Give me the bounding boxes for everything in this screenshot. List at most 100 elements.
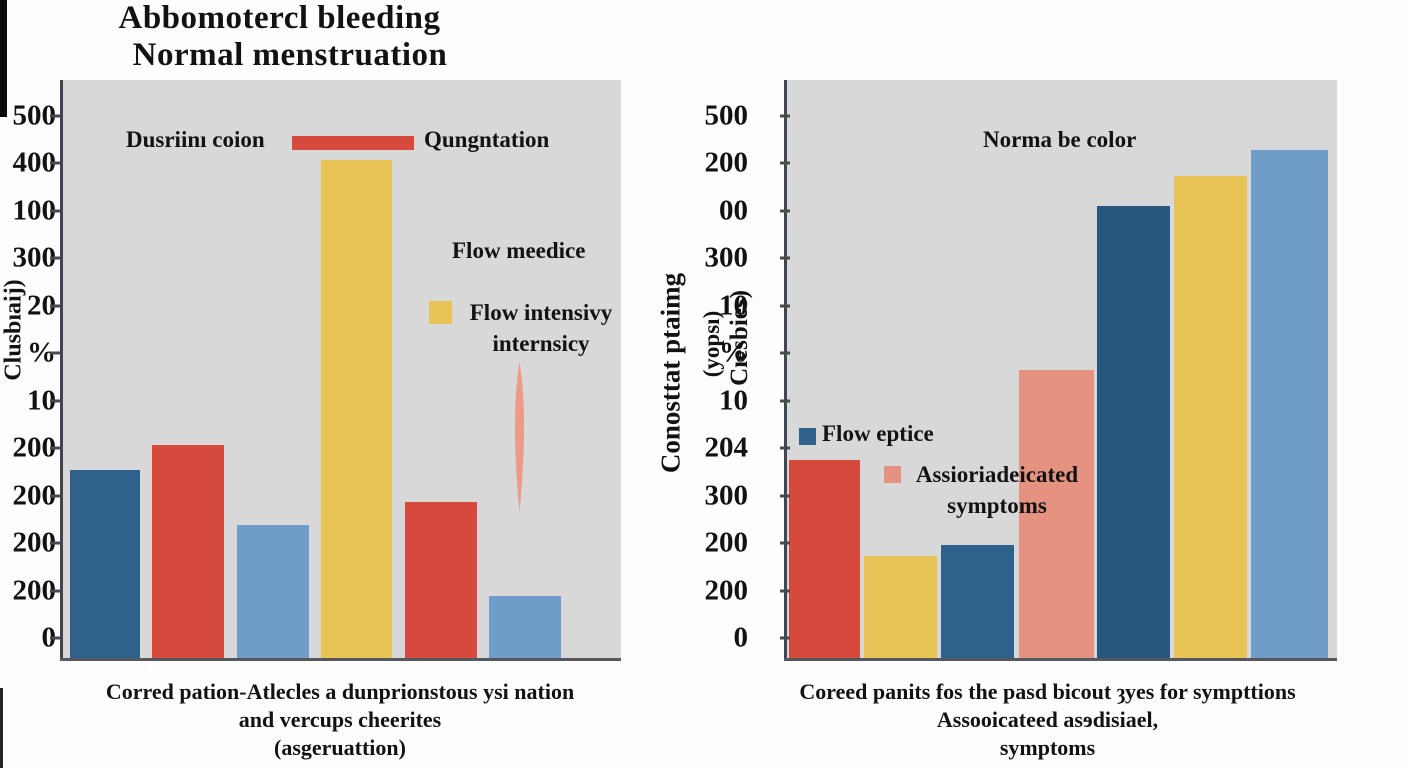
y-tick-mark: [50, 494, 60, 498]
right-plot-area: [787, 80, 1337, 658]
right-legend-assoc-label: Assioriadeicated symptoms: [902, 459, 1092, 521]
left-plot-area: [63, 80, 621, 658]
left-legend-duration-series: Qungntation: [424, 127, 550, 152]
y-tick-label: 0: [41, 621, 57, 654]
y-tick-mark: [780, 541, 790, 545]
left-legend-red-swatch: [292, 136, 414, 150]
y-tick-label: 400: [12, 146, 57, 179]
y-tick-label: 200: [12, 526, 57, 559]
y-tick-mark: [780, 256, 790, 260]
right-annotation: Norma be color: [983, 127, 1137, 152]
y-tick-mark: [780, 589, 790, 592]
y-tick-mark: [50, 399, 60, 403]
left-caption-line2: and vercups cheerites: [238, 707, 442, 732]
bar-yellow: [321, 160, 392, 658]
right-caption-line2: Assooicateed asɘdisiael,: [936, 707, 1159, 732]
right-legend-salmon-swatch: [884, 466, 901, 483]
right-y-axis-label-mid: (yopsı): [699, 310, 724, 378]
y-tick-mark: [50, 636, 60, 640]
salmon-teardrop-shape: [514, 362, 525, 512]
y-tick-mark: [780, 636, 790, 640]
right-legend-assoc-line2: symptoms: [947, 493, 1047, 518]
left-caption-line3: (asgeruattion): [274, 735, 406, 760]
edge-artifact-top: [0, 0, 7, 117]
y-tick-label: 300: [704, 479, 749, 512]
y-tick-mark: [780, 494, 790, 498]
bar-salmon: [1019, 370, 1094, 658]
left-chart-caption: Corred pation-Atlecles a dunprionstous y…: [40, 678, 640, 762]
y-tick-mark: [780, 114, 790, 118]
y-tick-mark: [50, 114, 60, 118]
y-tick-label: 200: [12, 431, 57, 464]
left-legend-flow-line1: Flow intensivy: [469, 300, 613, 325]
y-tick-label: 500: [704, 99, 749, 132]
right-chart-title: Normal menstruation: [132, 37, 448, 73]
right-x-axis-baseline: [784, 658, 1337, 661]
y-tick-mark: [780, 304, 790, 308]
edge-artifact-bottom: [0, 688, 3, 768]
right-y-axis-label-inner: Cıesbies): [726, 290, 753, 386]
left-legend-flow-heading: Flow meedice: [452, 238, 586, 263]
y-tick-mark: [50, 209, 60, 213]
left-legend-duration-label: Dusriinı coion: [126, 127, 265, 152]
bar-steel-blue: [237, 525, 309, 658]
y-tick-label: 300: [12, 241, 57, 274]
y-tick-label: 500: [12, 99, 57, 132]
y-tick-label: 100: [12, 194, 57, 227]
y-tick-label: 200: [704, 574, 749, 606]
y-tick-label: 10: [719, 289, 748, 322]
right-y-axis-ticks: 500 200 00 300 10% 10 204 300 200 200 0: [692, 80, 790, 658]
y-tick-label: 0: [733, 621, 749, 654]
left-legend-flow-line2: internsicy: [492, 331, 590, 356]
y-tick-label: 200: [704, 146, 749, 179]
left-legend-flow-label: Flow intensivy internsicy: [456, 297, 626, 359]
y-tick-mark: [50, 256, 60, 260]
y-tick-label: 200: [12, 574, 57, 606]
right-caption-line1: Coreed panits fos the pasd bicout ȝyes f…: [799, 679, 1296, 704]
y-tick-label: 200: [12, 479, 57, 512]
y-tick-mark: [50, 541, 60, 545]
left-chart-title: Abbomotercl bleeding: [118, 0, 441, 36]
y-tick-label: 300: [704, 241, 749, 274]
bar-yellow: [864, 556, 937, 658]
bar-yellow: [1174, 176, 1247, 658]
right-chart-caption: Coreed panits fos the pasd bicout ȝyes f…: [745, 678, 1350, 762]
y-tick-label: 00: [719, 194, 748, 227]
y-tick-mark: [50, 351, 60, 355]
y-tick-mark: [780, 351, 790, 355]
right-y-axis-spine: [784, 80, 787, 661]
bar-red: [789, 460, 860, 658]
right-caption-line3: symptoms: [999, 735, 1096, 760]
y-tick-mark: [780, 161, 790, 165]
bar-navy-blue: [1097, 206, 1170, 658]
y-tick-mark: [50, 589, 60, 592]
left-caption-line1: Corred pation-Atlecles a dunprionstous y…: [105, 679, 575, 704]
y-tick-mark: [50, 304, 60, 308]
left-y-axis-label: Clusbıaij): [0, 279, 27, 381]
y-tick-label: 10: [719, 384, 748, 417]
bar-red: [152, 445, 224, 658]
y-tick-label: 10: [27, 384, 56, 417]
y-tick-label: %: [719, 336, 748, 369]
bar-dark-blue: [70, 470, 140, 658]
bar-steel-blue: [1251, 150, 1328, 658]
y-tick-mark: [50, 161, 60, 165]
right-y-axis-label-outer: Conosttat ptaimg: [655, 272, 686, 474]
left-legend-yellow-swatch: [429, 301, 452, 324]
left-y-axis-ticks: 500 400 100 300 20% 10 200 200 200 200 0: [0, 80, 60, 658]
y-tick-mark: [780, 446, 790, 450]
right-legend-flow-label: Flow eptice: [822, 421, 934, 446]
left-x-axis-baseline: [60, 658, 621, 661]
right-legend-blue-swatch: [799, 428, 816, 445]
bar-steel-blue: [489, 596, 561, 658]
y-tick-label: 200: [704, 526, 749, 559]
y-tick-mark: [780, 399, 790, 403]
bar-dark-blue: [941, 545, 1014, 658]
left-y-axis-spine: [60, 80, 63, 661]
right-legend-assoc-line1: Assioriadeicated: [915, 462, 1079, 487]
bar-red: [405, 502, 477, 658]
y-tick-mark: [780, 209, 790, 213]
y-tick-mark: [50, 446, 60, 450]
y-tick-label: 204: [704, 431, 749, 464]
